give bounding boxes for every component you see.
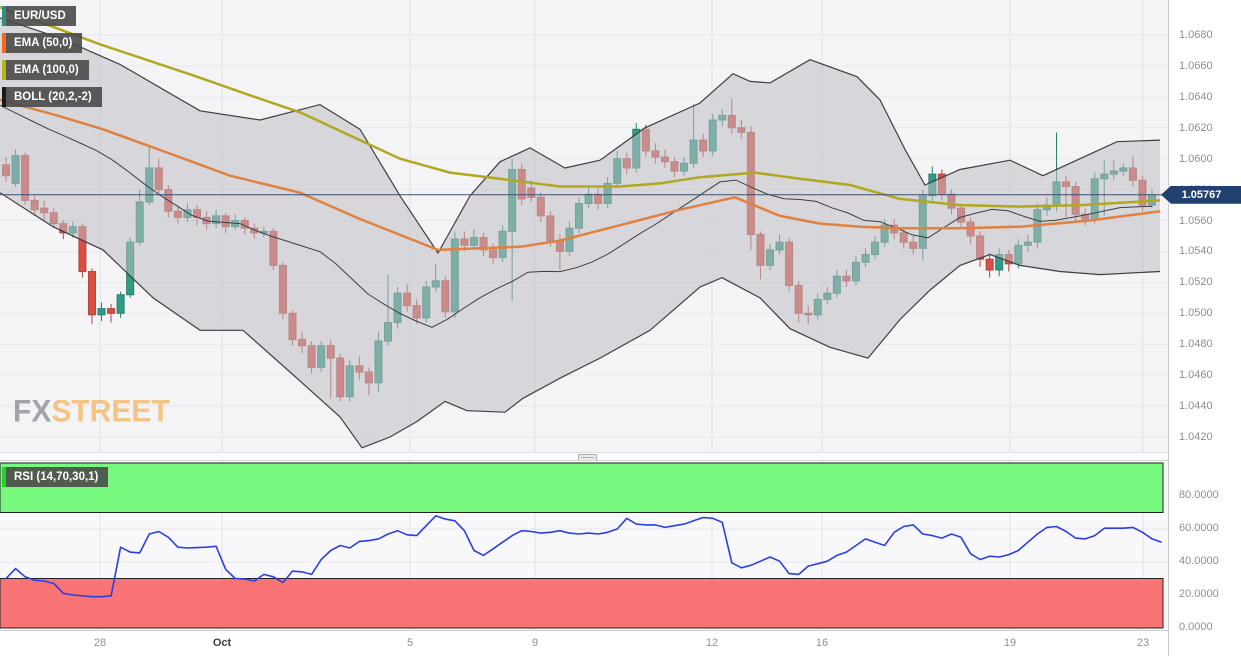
price-axis-label: 1.0620 [1179,121,1213,134]
price-axis-label: 1.0640 [1179,90,1213,103]
candle-body [116,294,125,314]
rsi-line [5,514,1162,598]
rsi-oversold-zone [0,578,1164,629]
time-axis-label: 12 [705,637,719,649]
price-axis-label: 1.0420 [1179,430,1213,443]
ema50-line [0,98,1161,252]
rsi-axis-label: 80.0000 [1179,489,1219,501]
rsi-axis-label: 40.0000 [1179,555,1219,567]
price-axis-label: 1.0680 [1179,29,1213,41]
rsi-chart-canvas[interactable] [0,461,1168,631]
indicator-legend: EUR/USD EMA (50,0) EMA (100,0) BOLL (20,… [2,6,102,114]
price-axis-label: 1.0560 [1179,214,1213,227]
price-axis[interactable]: 1.06801.06601.06401.06201.06001.05801.05… [1161,0,1241,656]
fxstreet-logo-street: STREET [51,394,170,429]
candle-body [87,271,96,316]
rsi-badge[interactable]: RSI (14,70,30,1) [2,467,109,487]
candle-body [97,308,106,316]
time-axis-label: 23 [1136,637,1150,649]
price-axis-label: 1.0460 [1179,369,1213,382]
fxstreet-watermark: FXSTREET [13,394,170,430]
price-axis-label: 1.0660 [1179,59,1213,72]
time-axis-label: 5 [406,637,414,649]
rsi-axis-label: 60.0000 [1179,522,1219,534]
rsi-axis-label: 0.0000 [1179,621,1213,633]
bollinger-lower-line [0,192,1161,449]
time-axis-label: 16 [815,637,829,649]
price-axis-label: 1.0540 [1179,245,1213,258]
boll-badge[interactable]: BOLL (20,2,-2) [2,87,102,107]
price-axis-label: 1.0600 [1179,152,1213,165]
price-chart-panel[interactable]: FXSTREET EUR/USD EMA (50,0) EMA (100,0) … [0,0,1168,452]
price-axis-label: 1.0500 [1179,307,1213,320]
bollinger-band-fill [0,18,1160,448]
time-axis[interactable]: 28 Oct 5 9 12 16 19 23 [0,630,1168,656]
last-price-tag: 1.05767 [1161,185,1241,204]
ema100-line [0,6,1161,208]
fxstreet-logo-fx: FX [13,394,52,429]
bollinger-upper-line [0,17,1161,255]
price-axis-label: 1.0480 [1179,338,1213,351]
time-axis-label: Oct [212,637,232,649]
price-chart-canvas[interactable] [0,0,1168,452]
rsi-overbought-zone [0,462,1164,513]
rsi-axis-label: 20.0000 [1179,588,1219,600]
rsi-chart-panel[interactable]: RSI (14,70,30,1) [0,460,1168,631]
candle-body [107,308,116,314]
price-axis-label: 1.0520 [1179,276,1213,289]
time-axis-label: 28 [93,637,107,649]
price-axis-label: 1.0440 [1179,400,1213,413]
ema50-badge[interactable]: EMA (50,0) [2,33,83,53]
ema100-badge[interactable]: EMA (100,0) [2,60,89,80]
candle-body [985,258,994,271]
time-axis-label: 19 [1003,637,1017,649]
time-axis-label: 9 [531,637,539,649]
bollinger-mid-line [0,104,1153,328]
symbol-badge[interactable]: EUR/USD [2,6,76,26]
